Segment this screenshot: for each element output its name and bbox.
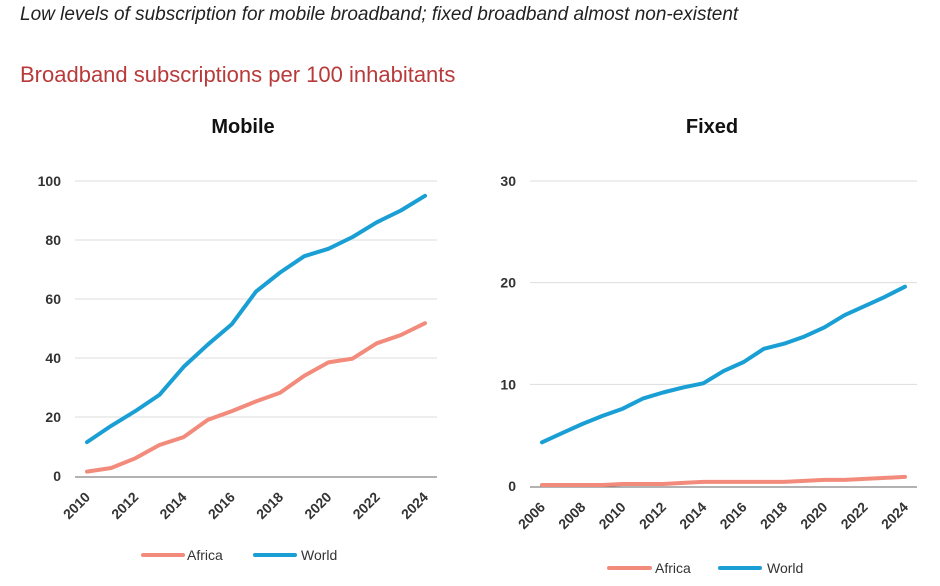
x-tick-label: 2024 <box>398 489 431 522</box>
x-tick-label: 2012 <box>636 499 669 532</box>
legend-label-africa: Africa <box>655 560 691 576</box>
y-tick-label: 20 <box>45 409 61 425</box>
x-tick-label: 2010 <box>60 489 93 522</box>
x-tick-label: 2020 <box>301 489 334 522</box>
x-tick-label: 2016 <box>716 499 749 532</box>
x-tick-label: 2016 <box>205 489 238 522</box>
x-tick-label: 2014 <box>676 499 709 532</box>
legend-label-world: World <box>301 547 337 563</box>
x-tick-label: 2018 <box>757 499 790 532</box>
y-tick-label: 0 <box>53 468 61 484</box>
y-tick-label: 10 <box>500 376 516 392</box>
x-tick-label: 2018 <box>253 489 286 522</box>
series-line-africa <box>85 321 427 474</box>
chart-panel-mobile: Mobile 0 20 40 60 80 100 2010 2012 2014 2016 2018 20… <box>38 116 437 563</box>
x-tick-label: 2022 <box>349 489 382 522</box>
x-tick-label: 2024 <box>878 499 911 532</box>
x-tick-label: 2014 <box>156 489 189 522</box>
legend-label-world: World <box>767 560 803 576</box>
panel-title: Mobile <box>211 116 274 138</box>
y-tick-label: 60 <box>45 291 61 307</box>
x-tick-label: 2008 <box>555 499 588 532</box>
x-tick-label: 2022 <box>837 499 870 532</box>
y-tick-label: 20 <box>500 275 516 291</box>
x-tick-label: 2020 <box>797 499 830 532</box>
x-tick-label: 2012 <box>108 489 141 522</box>
y-tick-label: 40 <box>45 350 61 366</box>
series-line-world <box>540 284 907 445</box>
legend-label-africa: Africa <box>187 547 223 563</box>
series-line-africa <box>540 474 907 487</box>
y-tick-label: 30 <box>500 173 516 189</box>
y-tick-label: 0 <box>508 478 516 494</box>
chart-subtitle: Broadband subscriptions per 100 inhabita… <box>20 62 456 87</box>
y-tick-label: 80 <box>45 232 61 248</box>
x-tick-label: 2010 <box>595 499 628 532</box>
x-tick-label: 2006 <box>515 499 548 532</box>
chart-panel-fixed: Fixed 0 10 20 30 2006 2008 2010 2012 2014 2016 2018… <box>500 116 917 576</box>
series-line-world <box>85 193 427 445</box>
y-tick-label: 100 <box>38 173 62 189</box>
panel-title: Fixed <box>686 116 738 138</box>
page-headline: Low levels of subscription for mobile br… <box>20 4 739 25</box>
